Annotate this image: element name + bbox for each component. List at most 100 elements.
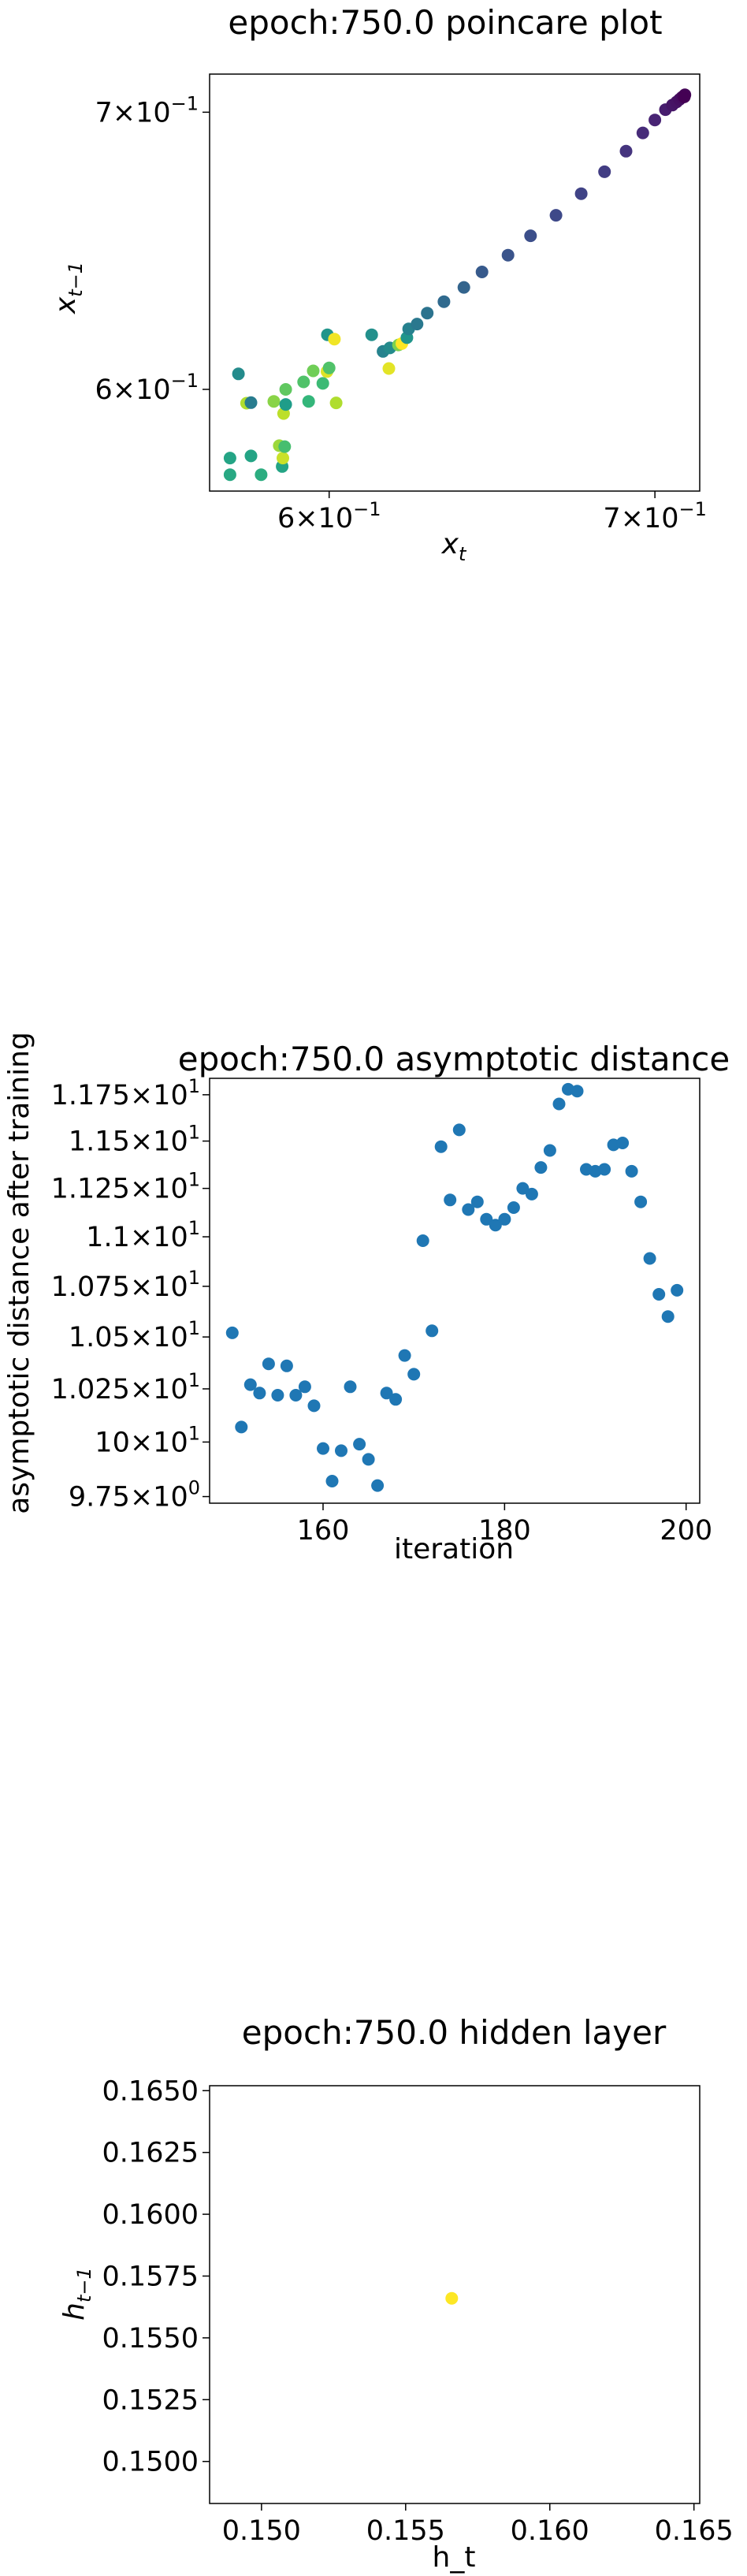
y-tick-label: 1.05×101 (69, 1317, 200, 1353)
poincare-point (277, 452, 289, 465)
y-tick-label: 0.1650 (102, 2075, 199, 2107)
distance-point (661, 1310, 675, 1323)
distance-point (253, 1387, 266, 1400)
distance-point (416, 1234, 429, 1247)
hidden-layer-x-axis-label: h_t (433, 2541, 476, 2574)
y-tick-label: 1.15×101 (69, 1122, 200, 1158)
distance-point (371, 1479, 385, 1492)
poincare-plot-x-axis-label: xt (441, 528, 467, 565)
distance-point (235, 1420, 248, 1434)
poincare-point (457, 281, 470, 294)
y-tick-label: 1.125×101 (51, 1169, 200, 1205)
poincare-point (279, 383, 292, 396)
poincare-plot-y-ticks: 6×10−1 7×10−1 (95, 92, 210, 406)
distance-point (652, 1288, 666, 1301)
y-tick-label: 9.75×100 (69, 1477, 200, 1513)
poincare-point (365, 328, 378, 341)
asymptotic-distance-points (225, 1082, 684, 1492)
hidden-layer-x-ticks: 0.150 0.155 0.160 0.165 (222, 2503, 734, 2547)
asymptotic-distance-x-axis-label: iteration (394, 1533, 514, 1565)
distance-point (262, 1357, 275, 1371)
x-tick-label: 0.165 (655, 2515, 734, 2547)
x-tick-label: 0.155 (366, 2515, 445, 2547)
poincare-plot-points (223, 88, 692, 482)
y-tick-label: 10×101 (95, 1422, 200, 1458)
distance-point (570, 1085, 584, 1098)
h-label-subscript: t−1 (73, 2267, 95, 2302)
distance-point (225, 1326, 239, 1339)
distance-point (298, 1380, 311, 1394)
poincare-point (636, 126, 649, 140)
x-tick-label: 6×10−1 (277, 498, 381, 534)
distance-point (525, 1187, 538, 1201)
distance-point (407, 1368, 421, 1381)
poincare-point (501, 248, 515, 262)
poincare-point (411, 318, 424, 331)
x-tick-label: 0.160 (511, 2515, 589, 2547)
y-tick-label: 0.1550 (102, 2323, 199, 2355)
poincare-plot-frame (209, 73, 701, 492)
distance-point (444, 1193, 457, 1207)
poincare-point (244, 396, 258, 409)
poincare-point (382, 362, 396, 375)
distance-point (243, 1378, 257, 1391)
poincare-point (223, 452, 236, 465)
poincare-point (329, 396, 343, 410)
hidden-layer-y-axis-label: ht−1 (58, 2267, 95, 2321)
hidden-layer-title: epoch:750.0 hidden layer (242, 2013, 667, 2052)
poincare-point (524, 229, 537, 243)
y-tick-label: 0.1575 (102, 2261, 199, 2292)
distance-point (389, 1393, 403, 1406)
x-label-main: x (441, 528, 459, 560)
distance-point (616, 1137, 630, 1149)
poincare-point (678, 90, 691, 103)
poincare-point (279, 398, 292, 411)
poincare-point (244, 449, 258, 463)
poincare-plot-y-axis-label: xt−1 (50, 262, 87, 315)
poincare-point (302, 395, 315, 408)
asymptotic-distance-x-ticks: 160 180 200 (297, 1503, 712, 1547)
distance-point (307, 1399, 321, 1413)
distance-point (434, 1140, 448, 1153)
poincare-point (307, 364, 320, 378)
poincare-point (278, 440, 292, 453)
distance-point (507, 1201, 520, 1214)
y-tick-label: 0.1600 (102, 2199, 199, 2231)
distance-point (470, 1195, 484, 1208)
distance-point (398, 1349, 411, 1362)
poincare-point (328, 333, 341, 346)
distance-point (516, 1182, 530, 1195)
poincare-point (255, 468, 268, 482)
x-tick-label: 200 (660, 1515, 712, 1547)
poincare-point (475, 266, 489, 278)
hidden-layer-points (445, 2291, 459, 2305)
poincare-point (223, 468, 236, 482)
x-tick-label: 0.150 (222, 2515, 301, 2547)
distance-point (362, 1453, 375, 1466)
distance-point (498, 1212, 511, 1226)
poincare-point (316, 377, 329, 390)
asymptotic-distance-y-ticks: 9.75×100 10×101 1.025×101 1.05×101 1.075×101… (51, 1075, 210, 1513)
distance-point (552, 1097, 566, 1111)
poincare-point (598, 165, 611, 178)
y-label-subscript: t−1 (65, 262, 87, 297)
distance-point (335, 1444, 347, 1457)
distance-point (625, 1164, 638, 1178)
distance-point (325, 1475, 339, 1487)
distance-point (344, 1380, 357, 1394)
poincare-point (619, 144, 633, 158)
poincare-point (421, 307, 434, 320)
distance-point (271, 1389, 284, 1402)
poincare-point (549, 209, 563, 222)
distance-point (452, 1123, 466, 1137)
distance-point (598, 1163, 611, 1176)
poincare-plot-chart: epoch:750.0 poincare plot 6×10−1 7×10−1 6… (50, 3, 707, 565)
hidden-layer-frame (209, 2085, 701, 2504)
hidden-layer-y-ticks: 0.1500 0.1525 0.1550 0.1575 0.1600 0.1625 0.16… (102, 2075, 210, 2478)
x-tick-label: 180 (478, 1515, 531, 1547)
y-tick-label: 7×10−1 (95, 92, 199, 128)
h-label-main: h (58, 2302, 91, 2321)
distance-point (671, 1283, 684, 1297)
y-tick-label: 0.1500 (102, 2447, 199, 2478)
